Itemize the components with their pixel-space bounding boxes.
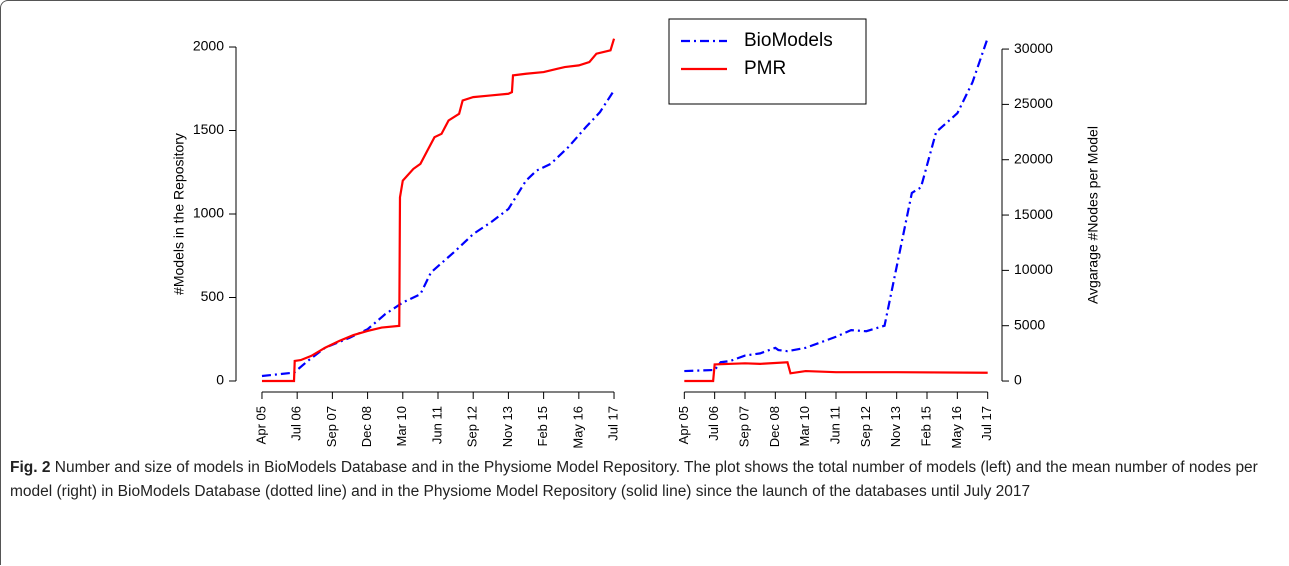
x-tick-label: Nov 13: [500, 406, 515, 447]
x-tick-label: Feb 15: [535, 406, 550, 446]
x-tick-label: Sep 12: [858, 406, 873, 447]
y-tick-label: 20000: [1014, 150, 1053, 166]
y-tick-label: 1000: [193, 205, 224, 221]
y-axis-label: Avgarage #Nodes per Model: [1085, 126, 1101, 304]
y-tick-label: 10000: [1014, 261, 1053, 277]
legend-box: [668, 18, 867, 105]
y-tick-label: 500: [201, 288, 225, 304]
y-tick-label: 0: [216, 372, 224, 388]
y-tick-label: 2000: [193, 38, 224, 54]
x-tick-label: Jul 17: [605, 406, 620, 441]
legend-label: BioModels: [744, 30, 833, 51]
y-axis-label: #Models in the Repository: [171, 133, 187, 295]
y-tick-label: 15000: [1014, 206, 1053, 222]
x-tick-label: Dec 08: [359, 406, 374, 447]
series-line: [261, 89, 615, 378]
caption-text: Number and size of models in BioModels D…: [10, 459, 1258, 500]
x-tick-label: Mar 10: [797, 406, 812, 446]
x-tick-label: Apr 05: [676, 406, 691, 444]
y-tick-label: 1500: [193, 121, 224, 137]
x-tick-label: Sep 07: [324, 406, 339, 447]
x-tick-label: Apr 05: [253, 406, 268, 444]
y-tick-label: 30000: [1014, 40, 1053, 56]
x-tick-label: Jun 11: [827, 406, 842, 444]
caption-label: Fig. 2: [10, 459, 51, 476]
x-tick-label: Jul 17: [979, 406, 994, 441]
y-tick-label: 0: [1014, 372, 1022, 388]
charts: Apr 05 Jul 06 Sep 07 Dec 08 Mar 10 Jun 11 Sep …: [171, 18, 1101, 449]
x-tick-label: Feb 15: [918, 406, 933, 446]
series-line: [261, 38, 616, 383]
x-tick-label: Jun 11: [429, 406, 444, 444]
x-tick-label: May 16: [949, 406, 964, 449]
series-line: [684, 361, 988, 383]
x-tick-label: Dec 08: [767, 406, 782, 447]
x-tick-label: May 16: [570, 406, 585, 449]
x-tick-label: Mar 10: [394, 406, 409, 446]
x-tick-label: Nov 13: [888, 406, 903, 447]
x-tick-label: Sep 12: [465, 406, 480, 447]
legend-label: PMR: [744, 58, 786, 79]
x-tick-label: Sep 07: [736, 406, 751, 447]
caption: Fig. 2 Number and size of models in BioM…: [10, 456, 1275, 504]
y-tick-label: 5000: [1014, 316, 1045, 332]
x-tick-label: Jul 06: [289, 406, 304, 441]
x-tick-label: Jul 06: [706, 406, 721, 441]
series-line: [684, 37, 989, 373]
y-tick-label: 25000: [1014, 95, 1053, 111]
